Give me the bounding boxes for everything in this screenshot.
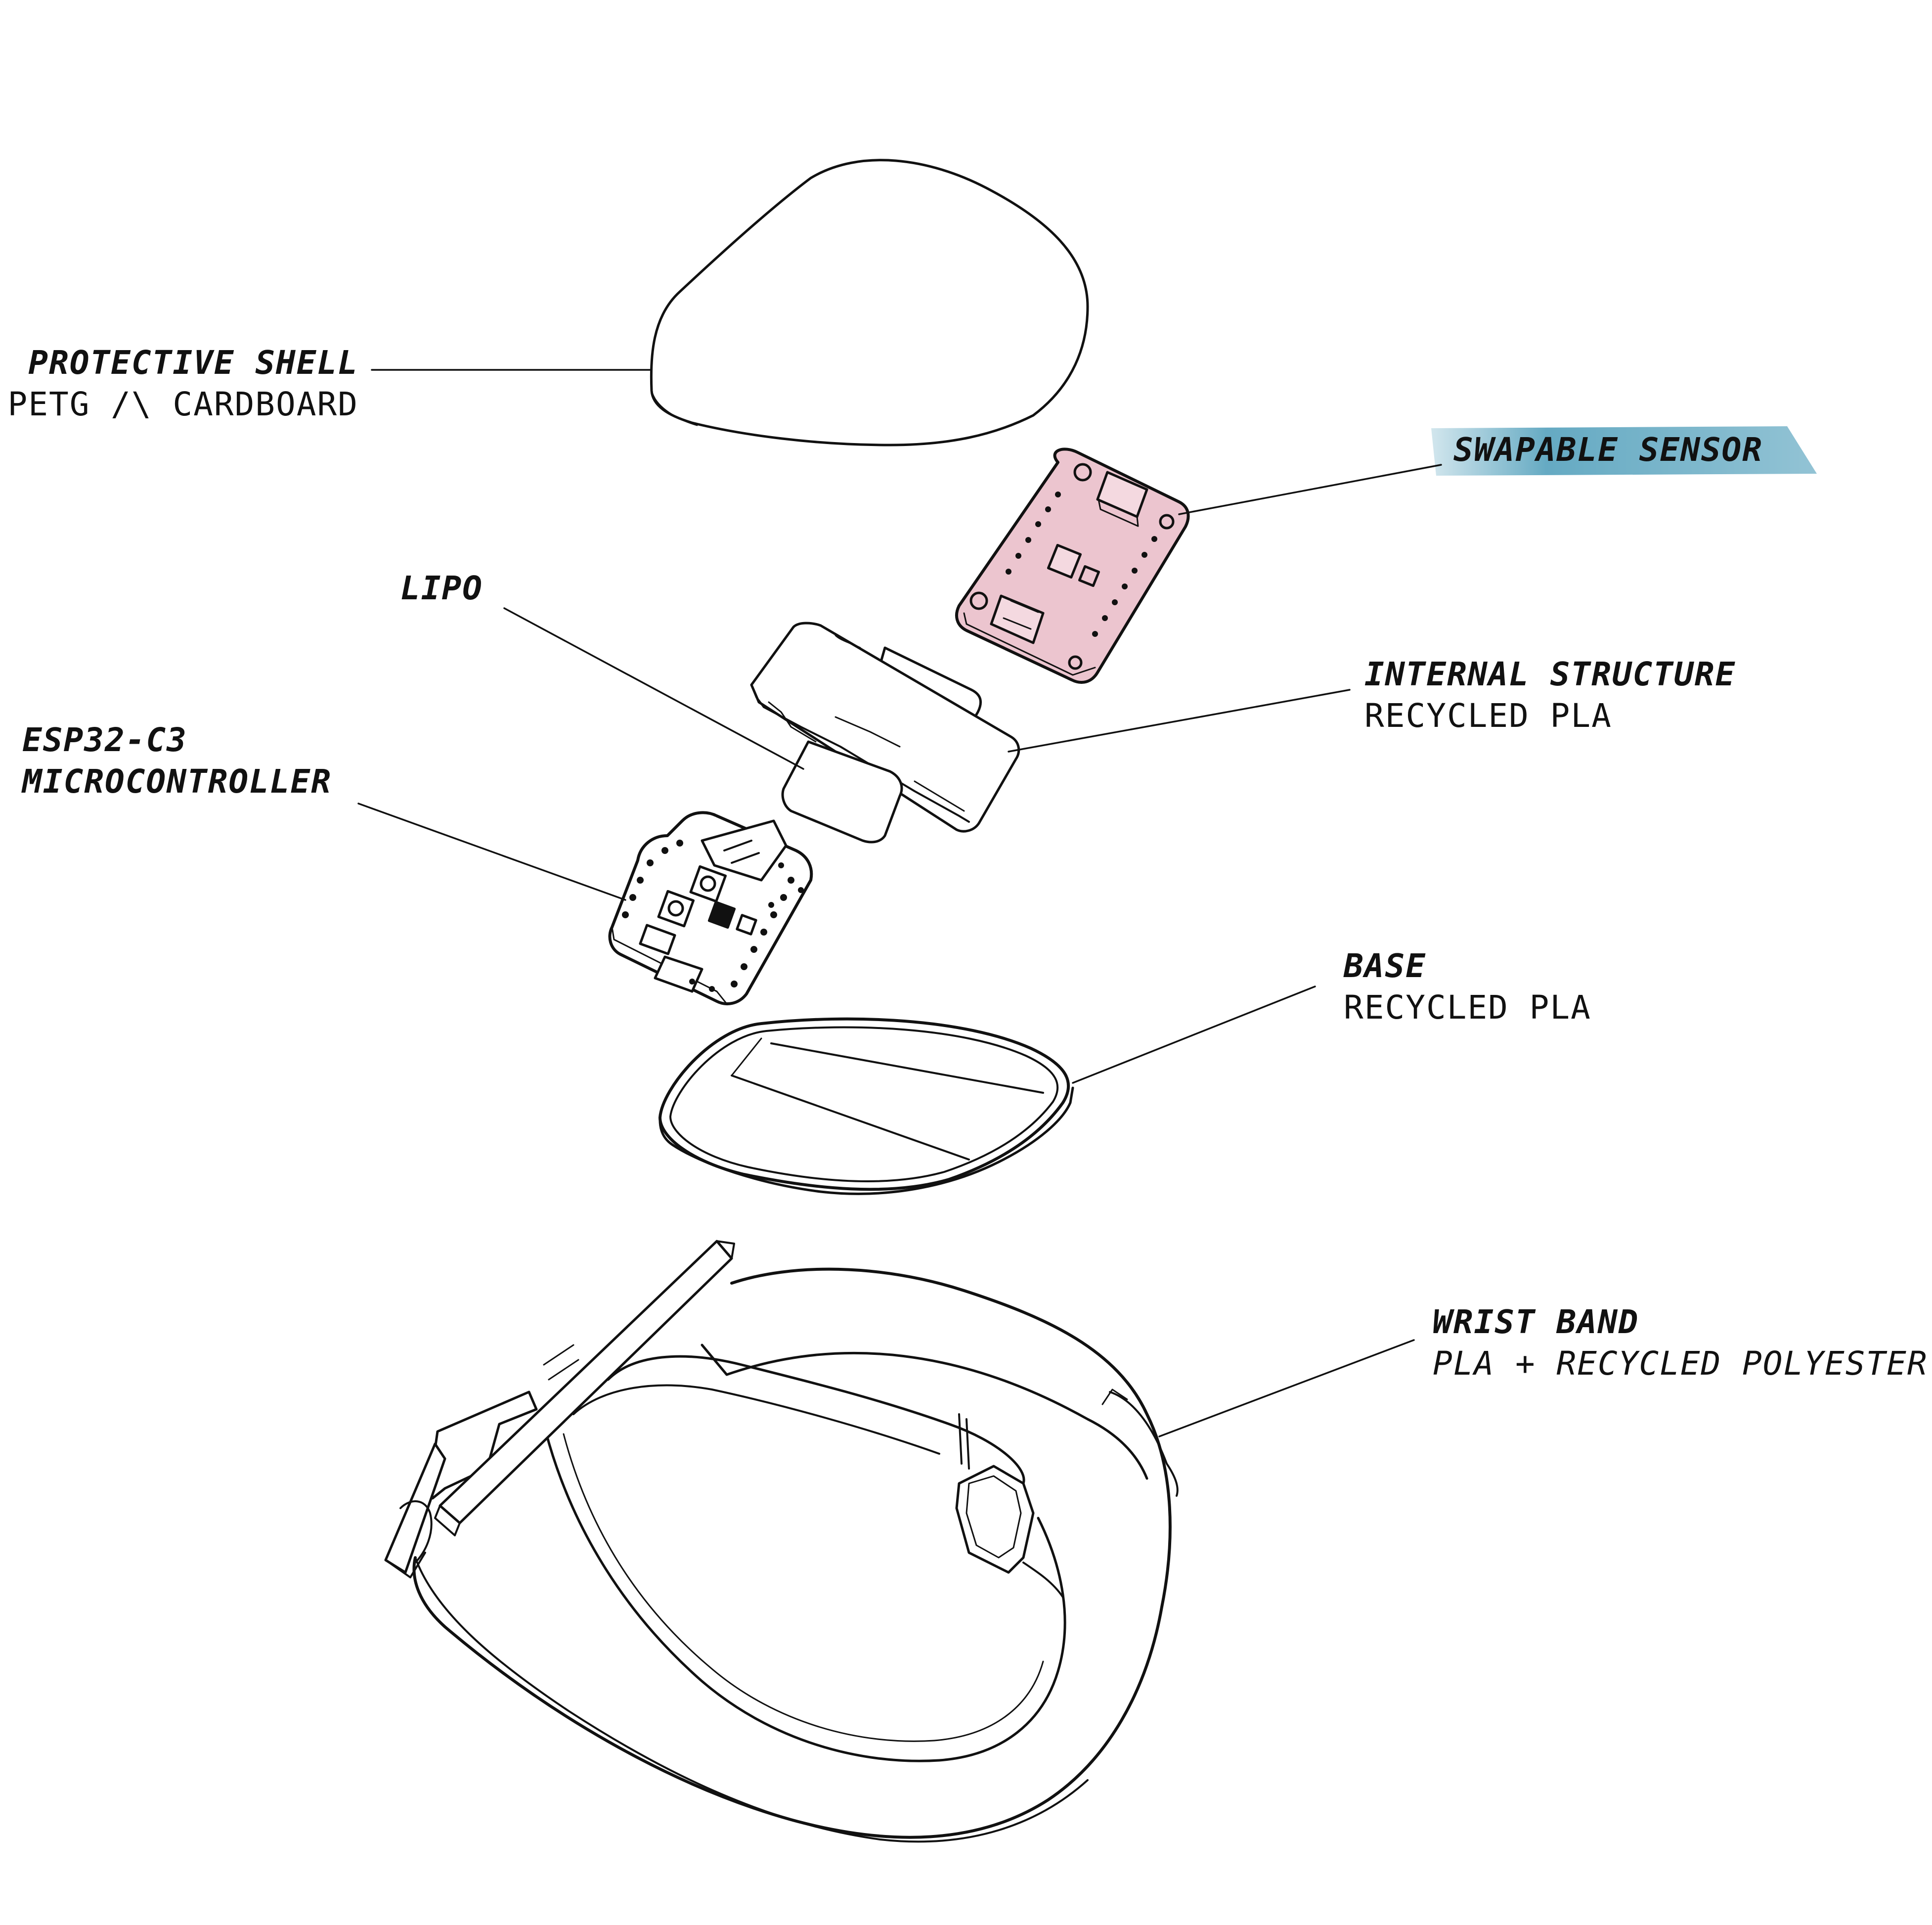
label-wrist-band-title: WRIST BAND <box>1433 1303 1639 1341</box>
label-lipo-title: LIPO <box>400 569 483 607</box>
leader-wrist-band <box>1158 1339 1415 1437</box>
label-protective-shell-title: PROTECTIVE SHELL <box>28 344 358 382</box>
esp32-board <box>608 811 813 1005</box>
label-esp32-title-line1: ESP32-C3 <box>22 721 187 759</box>
label-lipo: LIPO <box>400 568 483 609</box>
label-base-material: RECYCLED PLA <box>1344 988 1591 1027</box>
leader-base <box>1072 985 1316 1084</box>
label-esp32-title-line2: MICROCONTROLLER <box>22 762 332 801</box>
leader-internal-structure <box>1008 689 1351 753</box>
wrist-band <box>384 1240 1179 1843</box>
leader-lipo <box>503 607 804 770</box>
label-esp32: ESP32-C3 MICROCONTROLLER <box>22 719 332 803</box>
label-swapable-sensor: SWAPABLE SENSOR <box>1453 429 1763 471</box>
leader-swapable-sensor <box>1178 464 1442 515</box>
base-ring <box>659 1017 1074 1195</box>
label-protective-shell: PROTECTIVE SHELL PETG /\ CARDBOARD <box>0 342 358 425</box>
label-swapable-sensor-title: SWAPABLE SENSOR <box>1453 431 1763 469</box>
label-base: BASE RECYCLED PLA <box>1344 945 1591 1029</box>
sensor-label-highlight <box>1431 426 1817 476</box>
leader-esp32 <box>357 803 626 901</box>
label-wrist-band-material: PLA + RECYCLED POLYESTER <box>1433 1344 1928 1383</box>
label-internal-structure-title: INTERNAL STRUCTURE <box>1364 655 1736 693</box>
label-base-title: BASE <box>1344 947 1426 985</box>
label-wrist-band: WRIST BAND PLA + RECYCLED POLYESTER <box>1433 1301 1928 1385</box>
swapable-sensor-board <box>955 448 1190 684</box>
protective-shell <box>650 159 1089 447</box>
leader-lines <box>357 369 1442 1437</box>
label-protective-shell-material: PETG /\ CARDBOARD <box>7 385 358 423</box>
internal-structure <box>750 622 1020 844</box>
label-internal-structure-material: RECYCLED PLA <box>1364 697 1612 735</box>
label-internal-structure: INTERNAL STRUCTURE RECYCLED PLA <box>1364 654 1736 737</box>
